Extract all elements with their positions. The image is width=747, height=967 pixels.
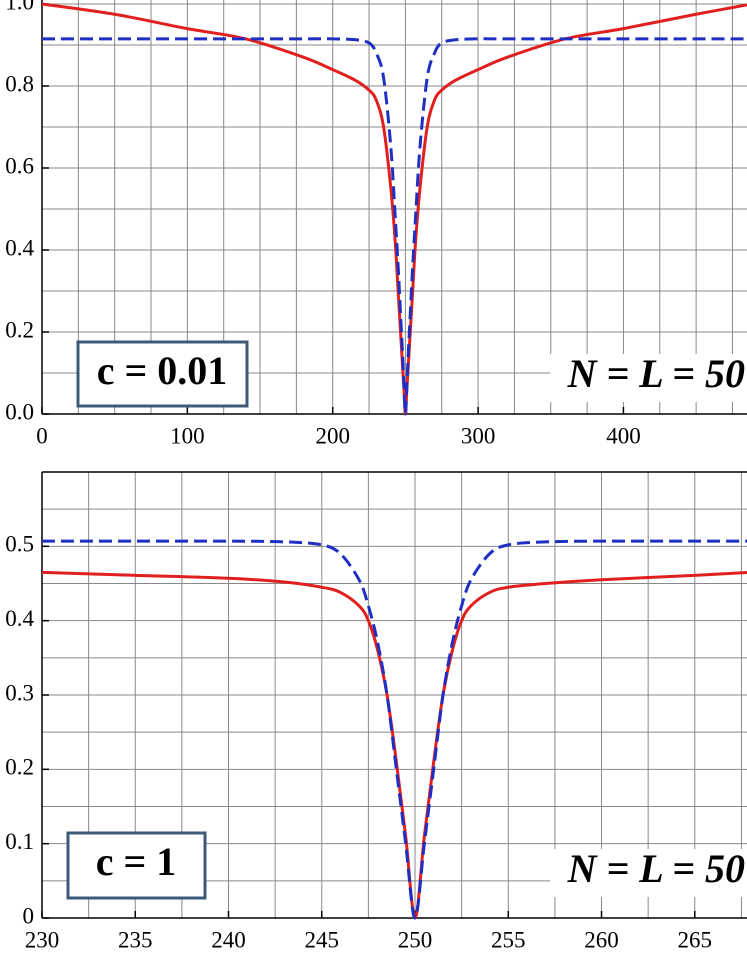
plot-lines xyxy=(42,2,747,416)
y-tick-label: 0.4 xyxy=(5,235,34,260)
y-tick-label: 1.0 xyxy=(5,0,34,14)
plot-lines xyxy=(42,539,747,920)
x-tick-label: 0 xyxy=(36,423,48,448)
y-tick-label: 0.1 xyxy=(5,829,34,854)
annotation: N = L = 50 xyxy=(567,351,745,396)
annotation-bg xyxy=(550,354,747,402)
y-tick-label: 0.2 xyxy=(5,317,34,342)
x-tick-label: 240 xyxy=(211,927,246,952)
y-tick-label: 0.2 xyxy=(5,755,34,780)
annotation-bg xyxy=(550,849,747,897)
annotation-box xyxy=(76,340,249,408)
x-tick-label: 235 xyxy=(118,927,153,952)
annotation: N = L = 50 xyxy=(567,846,745,891)
x-tick-label: 300 xyxy=(461,423,496,448)
series-line xyxy=(42,37,747,416)
x-tick-label: 200 xyxy=(315,423,350,448)
y-tick-label: 0.0 xyxy=(5,399,34,424)
y-tick-label: 0 xyxy=(23,903,35,928)
x-tick-label: 260 xyxy=(584,927,619,952)
annotation: c = 0.01 xyxy=(97,348,228,393)
x-tick-label: 265 xyxy=(678,927,713,952)
annotation-box xyxy=(66,831,207,900)
x-tick-label: 255 xyxy=(491,927,526,952)
y-tick-label: 0.6 xyxy=(5,153,34,178)
x-tick-label: 100 xyxy=(170,423,205,448)
x-tick-label: 230 xyxy=(25,927,60,952)
x-tick-label: 250 xyxy=(398,927,433,952)
y-tick-label: 0.4 xyxy=(5,606,34,631)
series-line xyxy=(42,539,747,920)
y-tick-label: 0.8 xyxy=(5,71,34,96)
x-tick-label: 245 xyxy=(305,927,340,952)
x-tick-label: 400 xyxy=(606,423,641,448)
y-tick-label: 0.3 xyxy=(5,680,34,705)
annotation: c = 1 xyxy=(96,839,177,884)
y-tick-label: 0.5 xyxy=(5,532,34,557)
